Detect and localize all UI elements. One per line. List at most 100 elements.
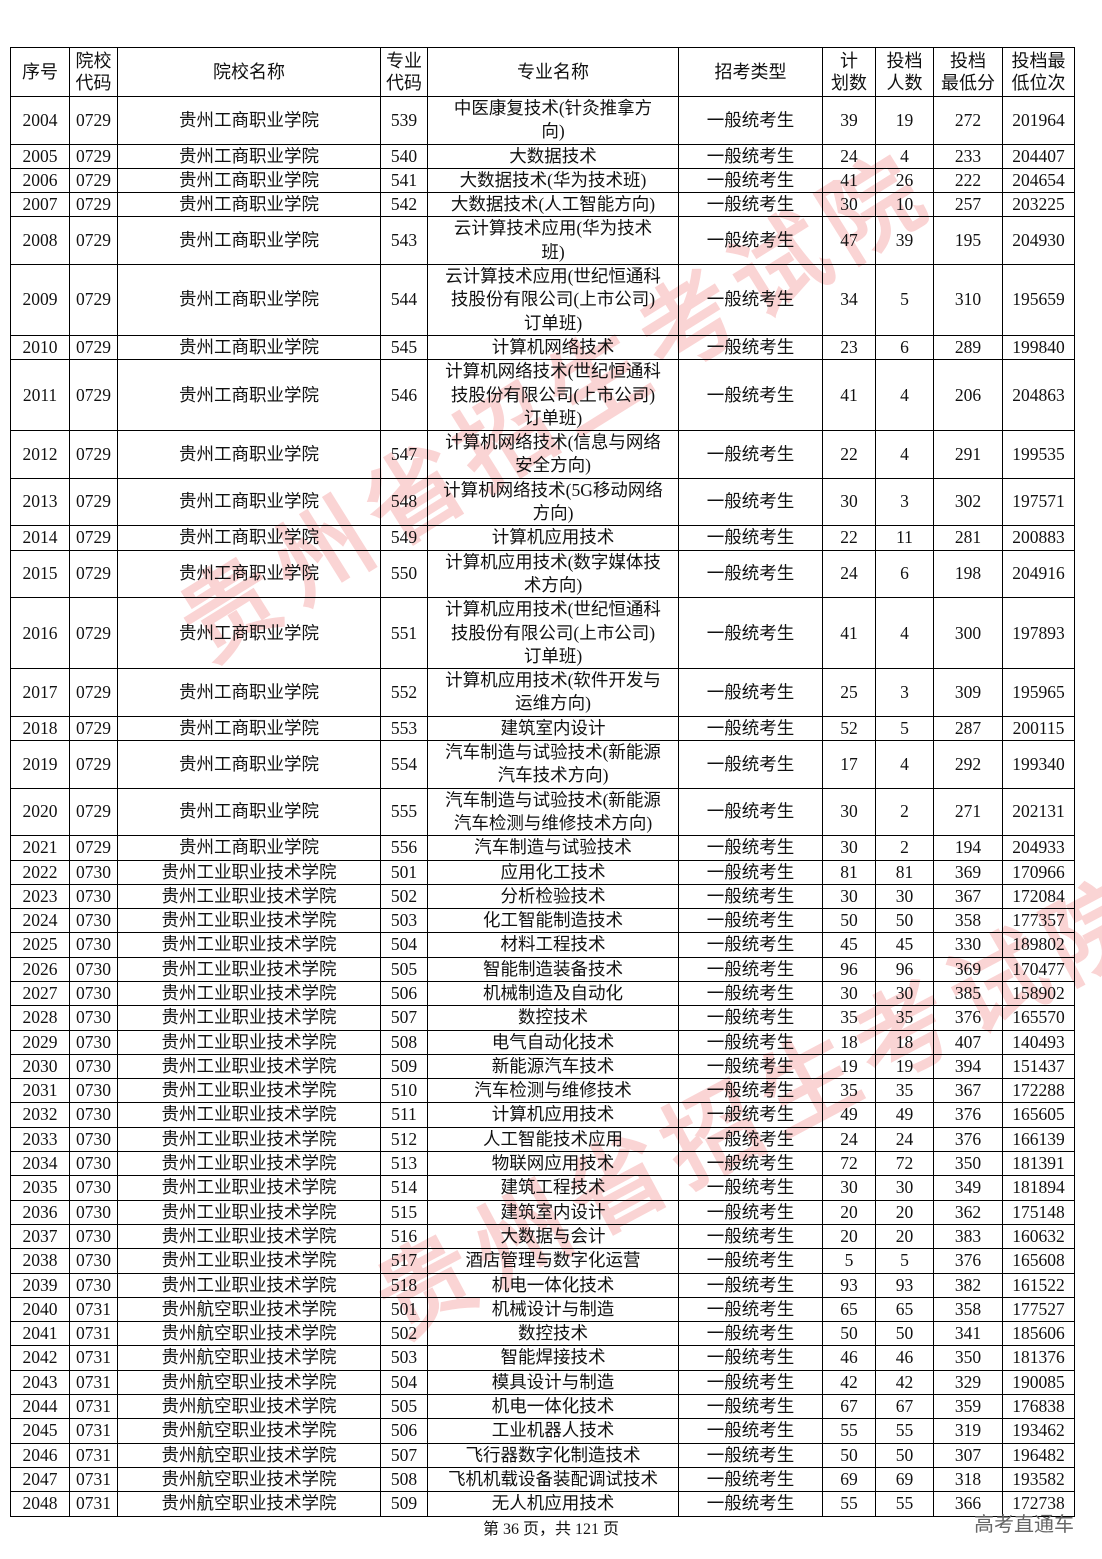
cell-school-code: 0730	[69, 883, 118, 910]
cell-plan-count: 41	[822, 167, 876, 194]
table-row: 2035 0730 贵州工业职业技术学院 514 建筑工程技术 一般统考生 30 30 349 1…	[10, 1175, 1075, 1201]
cell-min-score: 307	[933, 1442, 1003, 1468]
cell-school-name: 贵州航空职业技术学院	[117, 1369, 381, 1396]
cell-plan-count: 55	[822, 1418, 876, 1444]
cell-admitted-count: 50	[875, 1321, 934, 1347]
cell-school-code: 0730	[69, 908, 118, 934]
header-major-name: 专业名称	[427, 47, 679, 97]
cell-major-code: 545	[380, 334, 428, 361]
cell-school-code: 0729	[69, 668, 118, 717]
cell-major-code: 540	[380, 143, 428, 169]
cell-school-code: 0730	[69, 1151, 118, 1177]
cell-min-score: 367	[933, 1078, 1003, 1104]
cell-school-code: 0730	[69, 956, 118, 982]
cell-admitted-count: 4	[875, 740, 934, 789]
cell-major-name: 人工智能技术应用	[427, 1126, 679, 1153]
cell-seq: 2014	[10, 525, 70, 551]
cell-school-name: 贵州工商职业学院	[117, 787, 381, 837]
cell-seq: 2041	[10, 1321, 70, 1347]
cell-min-score: 382	[933, 1272, 1003, 1298]
cell-min-rank: 204654	[1002, 167, 1075, 194]
cell-min-score: 291	[933, 430, 1003, 479]
cell-school-code: 0730	[69, 1223, 118, 1250]
cell-exam-type: 一般统考生	[678, 477, 823, 527]
cell-major-code: 548	[380, 477, 428, 527]
table-row: 2046 0731 贵州航空职业技术学院 507 飞行器数字化制造技术 一般统考生 50 50…	[10, 1442, 1075, 1468]
cell-seq: 2020	[10, 787, 70, 837]
cell-min-rank: 200883	[1002, 525, 1075, 551]
cell-school-name: 贵州工商职业学院	[117, 192, 381, 218]
cell-admitted-count: 11	[875, 525, 934, 551]
cell-major-code: 539	[380, 96, 428, 145]
header-plan-count: 计 划数	[822, 47, 876, 97]
cell-major-code: 541	[380, 167, 428, 194]
table-row: 2038 0730 贵州工业职业技术学院 517 酒店管理与数字化运营 一般统考生 5 5 37…	[10, 1248, 1075, 1274]
cell-min-score: 376	[933, 1126, 1003, 1153]
header-min-rank: 投档最 低位次	[1002, 47, 1075, 97]
cell-seq: 2048	[10, 1491, 70, 1517]
cell-min-score: 206	[933, 359, 1003, 432]
cell-school-code: 0731	[69, 1491, 118, 1517]
cell-school-code: 0730	[69, 1005, 118, 1031]
cell-school-code: 0730	[69, 1078, 118, 1104]
cell-major-code: 501	[380, 1296, 428, 1323]
cell-seq: 2013	[10, 477, 70, 527]
cell-admitted-count: 46	[875, 1345, 934, 1371]
cell-exam-type: 一般统考生	[678, 525, 823, 551]
cell-school-code: 0729	[69, 334, 118, 361]
cell-plan-count: 24	[822, 1126, 876, 1153]
cell-seq: 2042	[10, 1345, 70, 1371]
cell-school-code: 0729	[69, 430, 118, 479]
cell-exam-type: 一般统考生	[678, 1199, 823, 1225]
cell-major-code: 549	[380, 525, 428, 551]
cell-plan-count: 25	[822, 668, 876, 717]
cell-major-code: 509	[380, 1053, 428, 1080]
cell-major-code: 503	[380, 1345, 428, 1371]
cell-plan-count: 24	[822, 143, 876, 169]
table-row: 2008 0729 贵州工商职业学院 543 云计算技术应用(华为技术 班) 一般统考生 4…	[10, 216, 1075, 266]
cell-major-name: 计算机应用技术	[427, 525, 679, 551]
cell-major-name: 建筑室内设计	[427, 1199, 679, 1225]
cell-exam-type: 一般统考生	[678, 1126, 823, 1153]
cell-school-name: 贵州工商职业学院	[117, 715, 381, 742]
cell-plan-count: 42	[822, 1369, 876, 1396]
cell-school-code: 0730	[69, 1102, 118, 1128]
brand-label: 高考直通车	[974, 1512, 1074, 1536]
cell-admitted-count: 4	[875, 359, 934, 432]
cell-major-name: 酒店管理与数字化运营	[427, 1248, 679, 1274]
cell-min-rank: 197571	[1002, 477, 1075, 527]
cell-major-name: 计算机应用技术(数字媒体技 术方向)	[427, 549, 679, 599]
cell-school-name: 贵州航空职业技术学院	[117, 1491, 381, 1517]
cell-min-rank: 172738	[1002, 1491, 1075, 1517]
cell-major-code: 506	[380, 1418, 428, 1444]
cell-seq: 2024	[10, 908, 70, 934]
cell-major-code: 546	[380, 359, 428, 432]
cell-min-score: 359	[933, 1394, 1003, 1420]
cell-seq: 2010	[10, 334, 70, 361]
cell-exam-type: 一般统考生	[678, 1418, 823, 1444]
cell-plan-count: 30	[822, 192, 876, 218]
cell-major-name: 建筑室内设计	[427, 715, 679, 742]
cell-seq: 2032	[10, 1102, 70, 1128]
table-row: 2023 0730 贵州工业职业技术学院 502 分析检验技术 一般统考生 30 30 367 1…	[10, 883, 1075, 910]
cell-exam-type: 一般统考生	[678, 1102, 823, 1128]
cell-admitted-count: 35	[875, 1078, 934, 1104]
cell-min-rank: 204916	[1002, 549, 1075, 599]
cell-min-score: 318	[933, 1466, 1003, 1493]
cell-admitted-count: 49	[875, 1102, 934, 1128]
cell-major-code: 555	[380, 787, 428, 837]
cell-min-score: 257	[933, 192, 1003, 218]
cell-admitted-count: 65	[875, 1296, 934, 1323]
cell-school-name: 贵州工商职业学院	[117, 264, 381, 336]
cell-major-name: 计算机应用技术(软件开发与 运维方向)	[427, 668, 679, 717]
cell-school-code: 0729	[69, 359, 118, 432]
cell-min-rank: 204930	[1002, 216, 1075, 266]
cell-seq: 2012	[10, 430, 70, 479]
cell-min-score: 367	[933, 883, 1003, 910]
cell-major-name: 汽车制造与试验技术	[427, 835, 679, 861]
cell-major-code: 516	[380, 1223, 428, 1250]
cell-school-name: 贵州航空职业技术学院	[117, 1418, 381, 1444]
cell-exam-type: 一般统考生	[678, 715, 823, 742]
cell-admitted-count: 5	[875, 1248, 934, 1274]
cell-major-name: 新能源汽车技术	[427, 1053, 679, 1080]
